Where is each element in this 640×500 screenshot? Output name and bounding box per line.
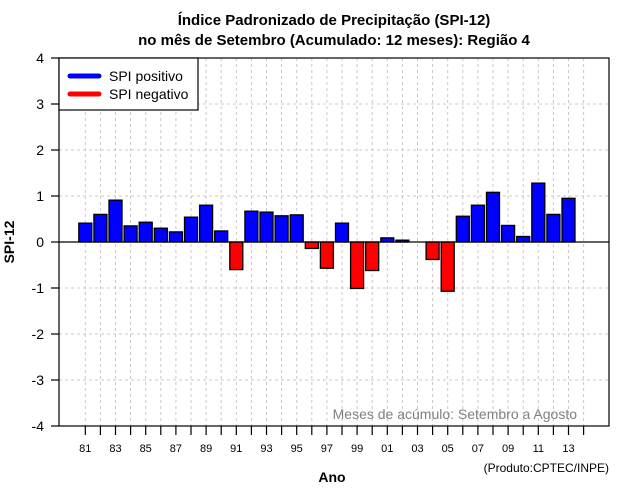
bar-87 [168,231,184,243]
bar-00 [365,241,380,272]
legend-label-negative: SPI negativo [109,86,189,102]
bar-94 [274,215,289,243]
bar-99 [349,241,365,290]
bar-86 [153,227,168,243]
y-tick-label: -1 [32,280,45,296]
bar-88 [183,216,199,243]
x-axis: 81 83 85 87 89 91 93 95 97 99 01 03 05 07 09 11 13 [79,426,585,455]
bar-12 [546,213,561,243]
legend-label-positive: SPI positivo [109,68,183,84]
y-tick-label: 4 [36,50,44,66]
y-tick-label: 1 [36,188,44,204]
chart-title: Índice Padronizado de Precipitação (SPI-… [178,12,491,29]
x-tick-label: 11 [533,443,544,455]
chart-subtitle: no mês de Setembro (Acumulado: 12 meses)… [138,32,530,49]
bar-97 [319,241,335,269]
y-tick-label: -2 [32,326,45,342]
x-tick-label: 95 [291,443,303,455]
y-tick-label: 3 [36,96,44,112]
y-tick-label: 2 [36,142,44,158]
bar-01 [380,237,395,243]
x-tick-label: 83 [109,443,121,455]
bar-89 [198,204,214,243]
bar-11 [531,182,546,243]
y-axis-label: SPI-12 [1,220,17,263]
bar-06 [455,215,470,243]
bar-83 [108,199,123,243]
bar-81 [78,222,93,243]
x-tick-label: 03 [411,443,423,455]
bar-05 [440,241,455,292]
x-tick-label: 09 [502,443,514,455]
bar-96 [304,241,319,250]
bar-82 [93,213,108,243]
y-axis: 4 3 2 1 0 -1 -2 -3 -4 [32,50,59,434]
x-tick-label: 87 [170,443,182,455]
grid-lines [59,58,609,426]
y-tick-label: -3 [32,372,45,388]
bar-13 [561,197,576,243]
legend-box [58,57,199,111]
x-tick-label: 07 [472,443,484,455]
bar-92 [244,210,259,243]
bar-10 [516,235,531,243]
product-credit: (Produto:CPTEC/INPE) [484,461,609,475]
x-tick-label: 85 [140,443,152,455]
bar-91 [229,241,244,271]
x-tick-label: 89 [200,443,212,455]
y-tick-label: -4 [32,418,45,434]
bar-95 [289,214,304,243]
x-tick-label: 97 [321,443,333,455]
bar-85 [138,221,153,243]
bar-84 [123,225,138,243]
x-tick-label: 93 [260,443,272,455]
x-tick-label: 01 [381,443,393,455]
bar-90 [214,230,229,243]
x-tick-label: 13 [562,443,574,455]
bar-09 [500,224,516,243]
x-tick-label: 05 [442,443,454,455]
x-tick-label: 81 [79,443,91,455]
y-tick-label: 0 [36,234,44,250]
x-tick-label: 91 [230,443,242,455]
bar-08 [485,191,501,243]
bar-04 [425,241,440,261]
x-axis-label: Ano [318,469,345,485]
bar-98 [334,222,350,243]
x-tick-label: 99 [351,443,363,455]
bar-07 [470,204,486,243]
accumulation-note: Meses de acúmulo: Setembro a Agosto [333,406,578,422]
bar-93 [259,211,274,243]
bars [78,182,576,292]
legend: SPI positivo SPI negativo [58,57,199,111]
